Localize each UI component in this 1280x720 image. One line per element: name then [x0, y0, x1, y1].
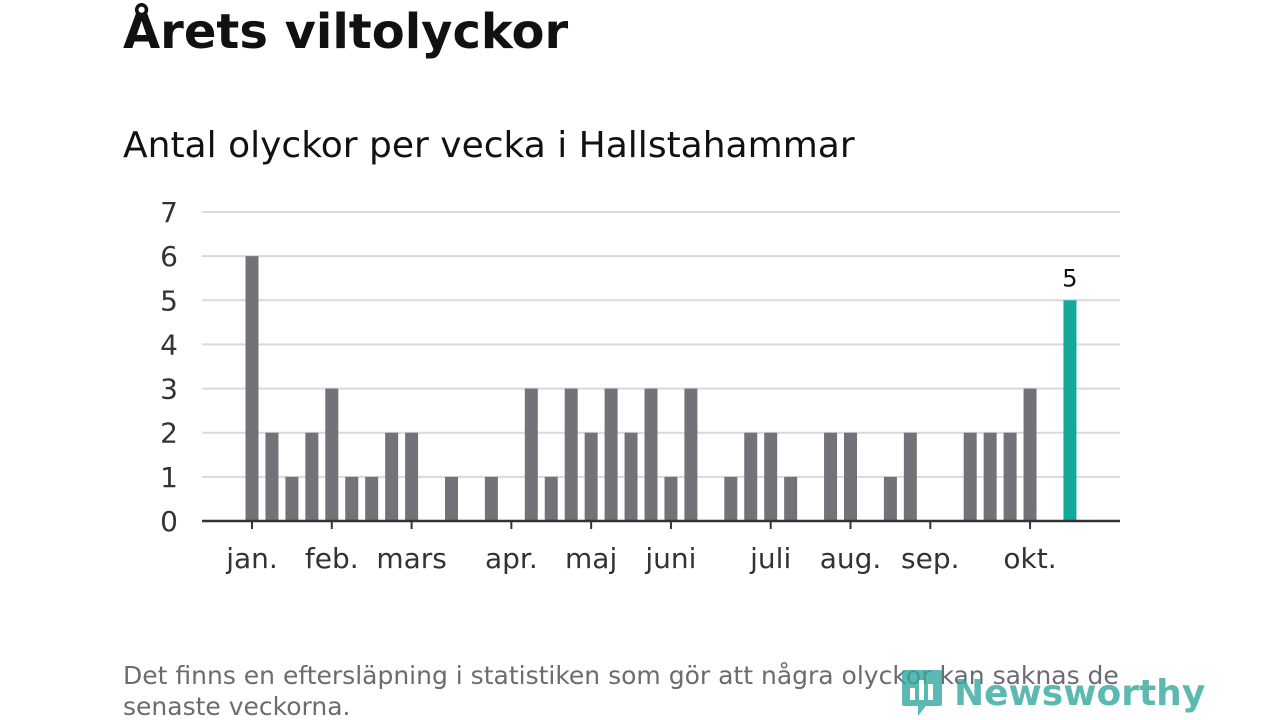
x-tick-label: juli	[749, 542, 791, 575]
chart-subtitle: Antal olyckor per vecka i Hallstahammar	[123, 125, 855, 166]
x-tick-label: aug.	[820, 542, 882, 575]
bar	[1023, 388, 1037, 521]
y-tick-label: 2	[160, 417, 178, 450]
page-title: Årets viltolyckor	[123, 4, 569, 60]
y-tick-label: 4	[160, 328, 178, 361]
bar	[764, 432, 778, 521]
bar	[824, 432, 838, 521]
x-tick-label: feb.	[305, 542, 359, 575]
x-axis	[202, 519, 1120, 529]
bar	[285, 476, 299, 521]
bar	[903, 432, 917, 521]
x-tick-label: sep.	[901, 542, 960, 575]
bar	[644, 388, 658, 521]
x-tick-label: apr.	[485, 542, 538, 575]
bar	[445, 476, 458, 521]
bar	[744, 432, 758, 521]
bar	[405, 432, 419, 521]
bar	[524, 388, 538, 521]
newsworthy-logo-icon	[902, 670, 942, 716]
bar	[664, 476, 678, 521]
bar	[684, 388, 698, 521]
bar	[784, 476, 798, 521]
bar	[604, 388, 618, 521]
bar	[544, 476, 558, 521]
y-axis-ticks: 0 1 2 3 4 5 6 7	[160, 196, 178, 538]
bar-highlight	[1063, 300, 1077, 521]
bar	[305, 432, 319, 521]
bar	[963, 432, 977, 521]
data-labels: 5	[1062, 264, 1077, 292]
x-tick-label: mars	[376, 542, 447, 575]
bar	[385, 432, 399, 521]
y-tick-label: 7	[160, 196, 178, 229]
bar	[484, 476, 498, 521]
x-tick-label: jan.	[225, 542, 278, 575]
bar	[245, 256, 259, 521]
x-tick-label: juni	[644, 542, 696, 575]
bar	[883, 476, 897, 521]
y-tick-label: 6	[160, 240, 178, 273]
bar	[365, 476, 379, 521]
bar	[345, 476, 359, 521]
y-tick-label: 3	[160, 373, 178, 406]
bar	[325, 388, 339, 521]
bar	[983, 432, 997, 521]
data-label: 5	[1062, 264, 1077, 292]
bars	[245, 256, 1077, 521]
footnote: Det finns en eftersläpning i statistiken…	[123, 661, 1119, 720]
x-tick-label: okt.	[1003, 542, 1056, 575]
bar-chart: 0 1 2 3 4 5 6 7 jan. feb. mars apr. maj juni juli aug.…	[160, 196, 1120, 575]
bar	[564, 388, 578, 521]
bar	[724, 476, 738, 521]
grid-lines	[202, 211, 1120, 478]
bar	[844, 432, 857, 521]
bar	[1003, 432, 1017, 521]
y-tick-label: 5	[160, 284, 178, 317]
y-tick-label: 1	[160, 461, 178, 494]
bar	[265, 432, 279, 521]
x-axis-month-labels: jan. feb. mars apr. maj juni juli aug. sep. okt.	[225, 542, 1056, 575]
x-tick-label: maj	[565, 542, 617, 575]
bar	[624, 432, 638, 521]
brand-logo: Newsworthy	[900, 668, 1205, 718]
bar	[584, 432, 598, 521]
brand-name: Newsworthy	[954, 672, 1206, 714]
y-tick-label: 0	[160, 505, 178, 538]
